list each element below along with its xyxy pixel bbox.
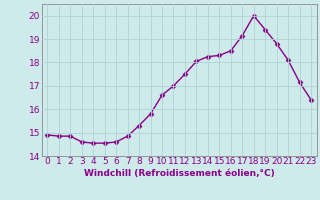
X-axis label: Windchill (Refroidissement éolien,°C): Windchill (Refroidissement éolien,°C): [84, 169, 275, 178]
